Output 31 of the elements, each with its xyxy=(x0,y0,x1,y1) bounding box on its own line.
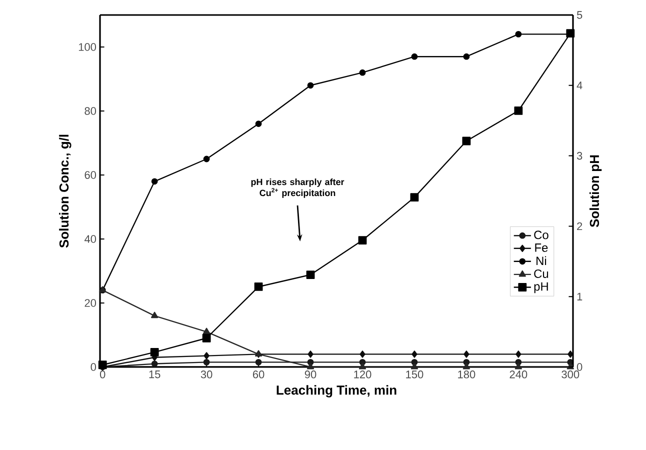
legend-label: Ni xyxy=(536,256,546,265)
y2-tick-label: 2 xyxy=(577,222,582,230)
y-tick-label: 100 xyxy=(78,43,96,51)
x-tick-label: 15 xyxy=(149,370,160,378)
x-tick-label: 150 xyxy=(406,370,424,378)
legend-label: Fe xyxy=(535,244,548,252)
y2-tick-label: 1 xyxy=(577,292,582,300)
y-tick-label: 60 xyxy=(84,171,96,179)
y-tick-label: 0 xyxy=(90,363,96,371)
x-tick-label: 120 xyxy=(354,370,372,378)
y-axis-title: Solution Conc., g/l xyxy=(59,134,72,248)
x-tick-label: 30 xyxy=(200,370,212,378)
x-tick-label: 240 xyxy=(510,370,528,378)
y-tick-label: 80 xyxy=(84,107,96,115)
x-tick-label: 180 xyxy=(458,370,476,378)
y2-tick-label: 5 xyxy=(576,11,582,19)
y2-axis-title: Solution pH xyxy=(590,155,602,228)
annotation: pH rises sharply after Cu$^{2+}$ precipitation xyxy=(251,178,344,198)
y2-tick-label: 4 xyxy=(576,82,582,90)
y2-tick-label: 0 xyxy=(576,363,582,371)
y-tick-label: 20 xyxy=(84,299,96,307)
y2-tick-label: 3 xyxy=(576,152,582,160)
x-tick-label: 0 xyxy=(100,370,106,378)
x-tick-label: 300 xyxy=(562,370,580,378)
legend-label: Cu xyxy=(534,269,548,278)
x-tick-label: 90 xyxy=(304,370,316,378)
legend-label: pH xyxy=(534,282,548,294)
legend-label: Co xyxy=(534,230,548,240)
x-axis-title: Leaching Time, min xyxy=(276,385,396,398)
x-tick-label: 60 xyxy=(252,370,264,378)
y-tick-label: 40 xyxy=(84,235,96,243)
